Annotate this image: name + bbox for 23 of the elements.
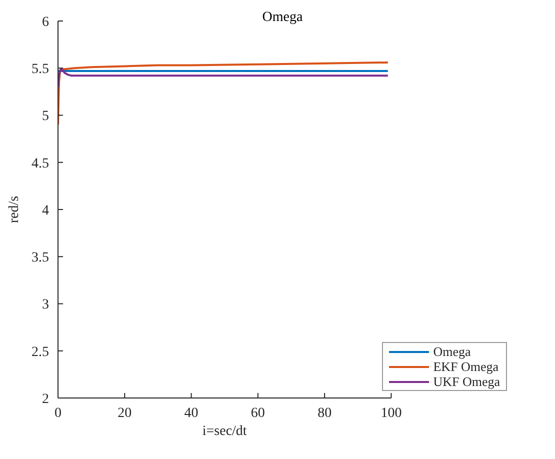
y-tick-label: 2.5 <box>32 344 49 360</box>
chart-title: Omega <box>261 10 304 26</box>
legend-label: EKF Omega <box>433 358 499 374</box>
y-tick-label: 4.5 <box>32 156 49 172</box>
y-tick-label: 4 <box>42 203 49 218</box>
y-tick-label: 3 <box>42 298 49 313</box>
y-tick-label: 3.5 <box>32 250 49 266</box>
x-tick-label: 100 <box>380 406 402 421</box>
y-tick-label: 2 <box>42 392 49 407</box>
x-tick-label: 40 <box>184 406 198 421</box>
x-tick-label: 80 <box>318 406 332 421</box>
x-tick-label: 20 <box>118 406 132 421</box>
y-tick-label: 6 <box>42 14 49 30</box>
line-series <box>58 61 389 126</box>
line-series <box>58 68 389 88</box>
legend-label: UKF Omega <box>433 374 500 390</box>
x-tick-label: 60 <box>250 406 265 421</box>
y-tick-label: 5.5 <box>32 62 49 78</box>
x-axis-title: i=sec/dt <box>202 424 247 439</box>
legend-label: Omega <box>433 344 471 360</box>
y-tick-label: 5 <box>42 109 49 124</box>
y-axis-title: red/s <box>6 196 22 224</box>
x-tick-label: 0 <box>54 406 62 421</box>
